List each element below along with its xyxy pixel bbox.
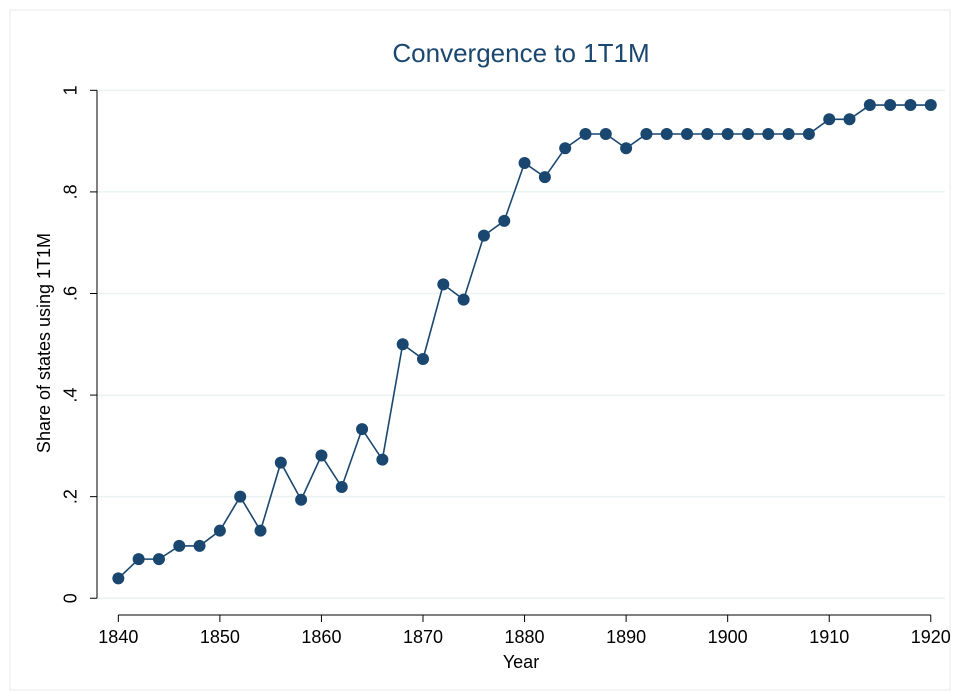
data-point — [112, 572, 125, 585]
data-point — [762, 127, 775, 140]
data-point — [538, 171, 551, 184]
data-point — [620, 142, 633, 155]
data-point — [356, 423, 369, 436]
data-point — [498, 214, 511, 227]
x-axis-label: Year — [503, 652, 539, 672]
x-tick-label: 1880 — [505, 627, 545, 647]
data-point — [376, 453, 389, 466]
graph-region — [9, 9, 951, 691]
x-tick-label: 1870 — [403, 627, 443, 647]
data-point — [518, 156, 531, 169]
x-tick-label: 1900 — [708, 627, 748, 647]
data-point — [152, 553, 165, 566]
data-point — [274, 456, 287, 469]
data-point — [823, 113, 836, 126]
y-tick-label: .2 — [61, 489, 81, 504]
x-tick-label: 1860 — [301, 627, 341, 647]
data-point — [681, 127, 694, 140]
data-point — [213, 524, 226, 537]
data-point — [782, 127, 795, 140]
data-point — [884, 99, 897, 112]
y-tick-label: 0 — [61, 593, 81, 603]
data-point — [660, 127, 673, 140]
data-point — [132, 553, 145, 566]
x-tick-label: 1850 — [200, 627, 240, 647]
data-point — [640, 127, 653, 140]
data-point — [437, 278, 450, 291]
y-tick-label: 1 — [61, 85, 81, 95]
y-tick-label: .6 — [61, 286, 81, 301]
data-point — [843, 113, 856, 126]
data-point — [904, 99, 917, 112]
data-point — [234, 490, 247, 503]
data-point — [315, 449, 328, 462]
data-point — [741, 127, 754, 140]
data-point — [863, 99, 876, 112]
data-point — [559, 142, 572, 155]
data-point — [579, 127, 592, 140]
data-point — [396, 338, 409, 351]
data-point — [254, 524, 267, 537]
data-point — [457, 293, 470, 306]
data-point — [477, 229, 490, 242]
chart-title: Convergence to 1T1M — [392, 38, 649, 68]
data-point — [924, 99, 937, 112]
data-point — [295, 493, 308, 506]
data-point — [193, 539, 206, 552]
y-tick-label: .4 — [61, 388, 81, 403]
data-point — [335, 481, 348, 494]
data-point — [802, 127, 815, 140]
x-tick-label: 1910 — [809, 627, 849, 647]
data-point — [416, 353, 429, 366]
x-tick-label: 1840 — [98, 627, 138, 647]
x-tick-label: 1920 — [911, 627, 951, 647]
data-point — [599, 127, 612, 140]
data-point — [721, 127, 734, 140]
y-axis-label: Share of states using 1T1M — [34, 233, 54, 453]
data-point — [701, 127, 714, 140]
x-tick-label: 1890 — [606, 627, 646, 647]
data-point — [173, 539, 186, 552]
y-tick-label: .8 — [61, 184, 81, 199]
